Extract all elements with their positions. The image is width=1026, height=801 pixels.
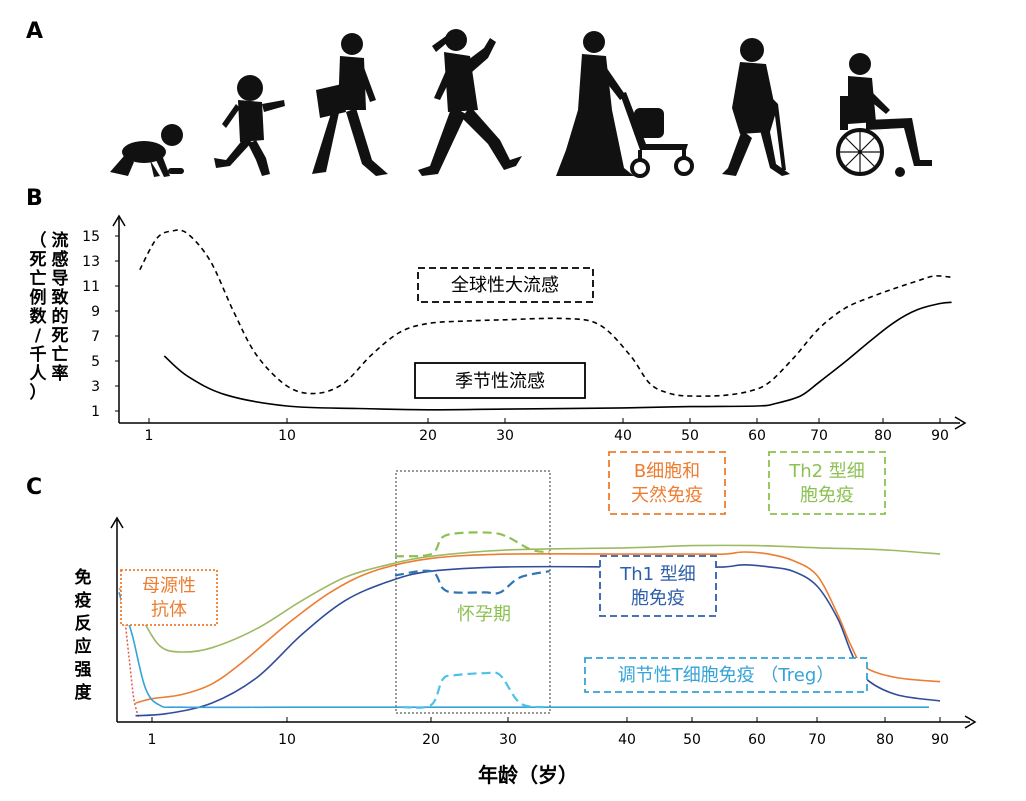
pregnancy-period-box — [395, 470, 551, 714]
woman-with-stroller-icon — [556, 31, 694, 178]
chart-b-xtick-label: 1 — [145, 428, 154, 444]
chart-c-x-arrow — [964, 715, 977, 729]
chart-b-xtick-label: 60 — [748, 428, 766, 444]
chart-b-axes — [112, 214, 967, 430]
immune-label-text: Th1 型细 — [619, 564, 696, 585]
immune-line — [135, 563, 941, 717]
chart-c-axes — [110, 516, 977, 729]
chart-b-xtick-label: 90 — [931, 428, 949, 444]
chart-c-xtick-label: 50 — [683, 732, 701, 748]
panel-label-c: C — [26, 475, 42, 500]
legend-seasonal-box — [414, 362, 586, 399]
legend-pandemic-box — [417, 267, 594, 303]
chart-b-x-arrow — [954, 416, 967, 430]
immune-label-text: 胞免疫 — [631, 588, 685, 609]
chart-c-xtick-label: 90 — [931, 732, 949, 748]
immune-label-text: 天然免疫 — [631, 485, 703, 506]
chart-b-xtick-label: 10 — [278, 428, 296, 444]
chart-b-ytick-label: 7 — [91, 329, 100, 345]
chart-c-xtick-label: 60 — [748, 732, 766, 748]
immune-line — [402, 671, 544, 709]
panel-label-a: A — [26, 19, 43, 44]
chart-c-x-title: 年龄（岁） — [478, 763, 578, 787]
chart-c-ticks: 1 10 20 30 40 50 60 70 80 90 — [148, 717, 949, 748]
chart-b-y-label-line2: （死亡例数/千人） — [30, 230, 48, 403]
chart-c-y-arrow — [110, 516, 124, 529]
immune-label-box — [608, 451, 726, 515]
chart-b-ytick-label: 13 — [82, 254, 100, 270]
chart-b-xtick-label: 40 — [614, 428, 632, 444]
running-child-icon — [214, 75, 285, 176]
jogging-woman-icon — [418, 29, 522, 176]
chart-c-xtick-label: 40 — [618, 732, 636, 748]
immune-label-text: 胞免疫 — [800, 485, 854, 506]
immune-line — [118, 592, 929, 709]
chart-b-ytick-label: 9 — [91, 304, 100, 320]
elderly-woman-with-cane-icon — [722, 38, 790, 176]
legend-seasonal: 季节性流感 — [414, 362, 586, 399]
chart-c-xtick-label: 80 — [876, 732, 894, 748]
immune-label-text: Th2 型细 — [788, 461, 865, 482]
life-stage-silhouettes — [110, 29, 932, 178]
walking-teen-icon — [312, 33, 388, 176]
immune-line — [118, 544, 941, 653]
immune-label-text: 母源性 — [142, 576, 196, 597]
legend-pandemic-label: 全球性大流感 — [451, 275, 559, 296]
immune-line — [394, 531, 550, 558]
immune-label-text: 调节性T细胞免疫 （Treg） — [618, 665, 835, 686]
immune-label-box — [120, 569, 218, 626]
immune-label-box — [584, 657, 868, 693]
chart-c-xtick-label: 10 — [278, 732, 296, 748]
chart-b-y-label-line1: 流感导致的死亡率 — [52, 230, 70, 384]
chart-b-ytick-label: 3 — [91, 379, 100, 395]
chart-b-xtick-label: 70 — [810, 428, 828, 444]
legend-pandemic: 全球性大流感 — [417, 267, 594, 303]
chart-b-y-arrow — [112, 214, 126, 227]
chart-b-xtick-label: 20 — [419, 428, 437, 444]
chart-c-xtick-label: 1 — [148, 732, 157, 748]
legend-seasonal-label: 季节性流感 — [455, 371, 545, 392]
immune-label-text: B细胞和 — [634, 461, 700, 482]
person-in-wheelchair-icon — [836, 53, 932, 177]
immune-line — [394, 569, 550, 595]
seasonal-flu-line — [163, 301, 952, 411]
immune-label-box — [768, 451, 886, 515]
chart-c-xtick-label: 20 — [422, 732, 440, 748]
panel-label-b: B — [26, 186, 43, 211]
pregnancy-label: 怀孕期 — [457, 604, 511, 625]
crawling-baby-icon — [110, 124, 184, 177]
chart-b-ytick-label: 1 — [91, 404, 100, 420]
immune-label-box — [599, 555, 717, 617]
immune-line — [135, 551, 941, 704]
chart-b-xtick-label: 30 — [496, 428, 514, 444]
chart-b-ytick-label: 15 — [82, 229, 100, 245]
chart-b-series — [139, 229, 952, 411]
chart-b-y-label: 流感导致的死亡率 （死亡例数/千人） — [30, 230, 70, 403]
pandemic-flu-line — [139, 229, 952, 397]
chart-c-y-label: 免疫反应强度 — [75, 567, 93, 703]
chart-b-xtick-label: 80 — [874, 428, 892, 444]
chart-c-xtick-label: 70 — [808, 732, 826, 748]
immune-label-text: 抗体 — [151, 600, 187, 621]
chart-b-ytick-label: 11 — [82, 279, 100, 295]
chart-c-xtick-label: 30 — [499, 732, 517, 748]
chart-b-xtick-label: 50 — [681, 428, 699, 444]
chart-b-ytick-label: 5 — [91, 354, 100, 370]
